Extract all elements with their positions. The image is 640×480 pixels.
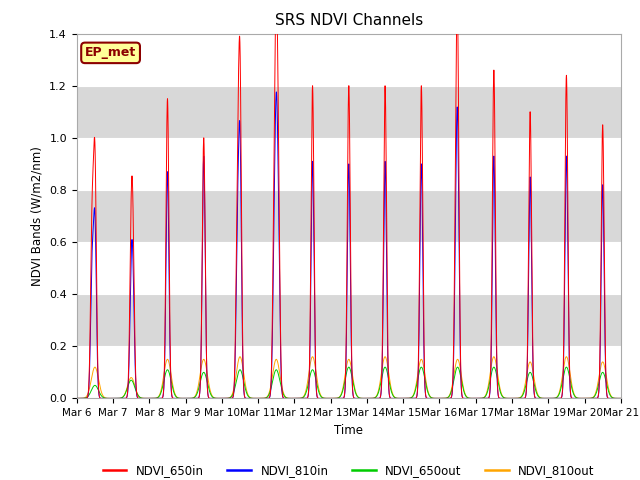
Text: EP_met: EP_met (85, 47, 136, 60)
Y-axis label: NDVI Bands (W/m2/nm): NDVI Bands (W/m2/nm) (31, 146, 44, 286)
Bar (77, 346, 621, 398)
Bar (77, 86, 621, 138)
X-axis label: Time: Time (334, 424, 364, 437)
Bar (77, 242, 621, 294)
Bar (77, 190, 621, 242)
Bar (77, 294, 621, 346)
Bar (77, 34, 621, 86)
Title: SRS NDVI Channels: SRS NDVI Channels (275, 13, 423, 28)
Bar (77, 138, 621, 190)
Legend: NDVI_650in, NDVI_810in, NDVI_650out, NDVI_810out: NDVI_650in, NDVI_810in, NDVI_650out, NDV… (98, 459, 600, 480)
